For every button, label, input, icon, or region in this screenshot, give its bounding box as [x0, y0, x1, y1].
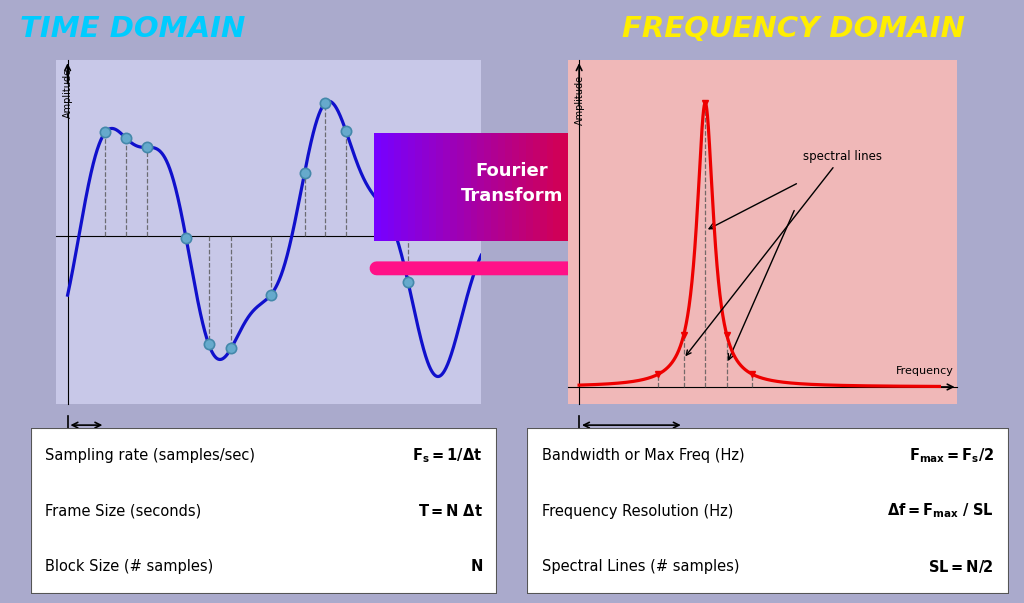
Text: $\mathbf{\Delta f = F_{max}\ /\ SL}$: $\mathbf{\Delta f = F_{max}\ /\ SL}$: [888, 502, 994, 520]
Bar: [595, 133, 602, 241]
Bar: [615, 133, 623, 241]
Text: T: T: [232, 461, 244, 479]
Text: FREQUENCY DOMAIN: FREQUENCY DOMAIN: [623, 15, 965, 43]
Bar: [588, 133, 595, 241]
Point: [338, 126, 354, 136]
Text: $\mathbf{F_{max} = F_s/2}$: $\mathbf{F_{max} = F_s/2}$: [909, 446, 994, 465]
Bar: [582, 133, 588, 241]
Bar: [409, 133, 416, 241]
Text: $\mathbf{SL = N/2}$: $\mathbf{SL = N/2}$: [929, 558, 994, 575]
Text: $\mathbf{T = N\ \Delta t}$: $\mathbf{T = N\ \Delta t}$: [418, 503, 482, 519]
Bar: [442, 133, 450, 241]
Bar: [560, 133, 567, 241]
Text: Bandwidth or Max Freq (Hz): Bandwidth or Max Freq (Hz): [542, 448, 744, 463]
Bar: [471, 133, 477, 241]
Text: $\Delta f$: $\Delta f$: [622, 431, 641, 447]
Bar: [532, 133, 540, 241]
Bar: [602, 133, 608, 241]
Bar: [540, 133, 547, 241]
Bar: [457, 133, 464, 241]
Bar: [643, 133, 650, 241]
Point: [317, 98, 334, 108]
Bar: [374, 133, 381, 241]
Bar: [450, 133, 457, 241]
Text: Sampling rate (samples/sec): Sampling rate (samples/sec): [45, 448, 255, 463]
Text: Frequency Resolution (Hz): Frequency Resolution (Hz): [542, 504, 733, 519]
Bar: [567, 133, 574, 241]
Bar: [630, 133, 637, 241]
Text: Frame Size (seconds): Frame Size (seconds): [45, 504, 201, 519]
Bar: [526, 133, 532, 241]
Bar: [436, 133, 442, 241]
Bar: [422, 133, 429, 241]
Point: [399, 277, 416, 286]
Bar: [464, 133, 470, 241]
Text: Block Size (# samples): Block Size (# samples): [45, 559, 213, 574]
Bar: [484, 133, 492, 241]
Text: $\mathbf{N}$: $\mathbf{N}$: [470, 558, 482, 574]
Text: Amplitude: Amplitude: [574, 75, 585, 125]
Bar: [381, 133, 387, 241]
Bar: [512, 133, 519, 241]
Bar: [401, 133, 409, 241]
Bar: [553, 133, 560, 241]
Point: [379, 210, 395, 219]
Text: Fourier
Transform: Fourier Transform: [461, 162, 563, 206]
Bar: [498, 133, 505, 241]
Point: [118, 133, 134, 143]
Text: TIME DOMAIN: TIME DOMAIN: [20, 15, 246, 43]
Text: Frequency: Frequency: [896, 365, 953, 376]
Bar: [623, 133, 630, 241]
Text: Time: Time: [446, 218, 474, 229]
Bar: [505, 133, 512, 241]
Point: [178, 233, 195, 243]
Bar: [387, 133, 394, 241]
Point: [223, 344, 240, 353]
Bar: [416, 133, 422, 241]
Text: $\mathbf{F_s = 1/\Delta t}$: $\mathbf{F_s = 1/\Delta t}$: [413, 446, 482, 465]
Bar: [547, 133, 553, 241]
Bar: [608, 133, 615, 241]
Bar: [429, 133, 436, 241]
Bar: [477, 133, 484, 241]
Bar: [574, 133, 582, 241]
Point: [262, 290, 279, 300]
Point: [97, 128, 114, 137]
Text: $\Delta t$: $\Delta t$: [77, 431, 96, 447]
Point: [296, 168, 312, 178]
Point: [138, 142, 155, 152]
Bar: [394, 133, 401, 241]
Point: [201, 339, 217, 349]
Text: Spectral Lines (# samples): Spectral Lines (# samples): [542, 559, 739, 574]
Bar: [492, 133, 498, 241]
Bar: [519, 133, 526, 241]
Text: Amplitude: Amplitude: [63, 68, 74, 118]
Bar: [636, 133, 643, 241]
Text: spectral lines: spectral lines: [686, 150, 882, 355]
